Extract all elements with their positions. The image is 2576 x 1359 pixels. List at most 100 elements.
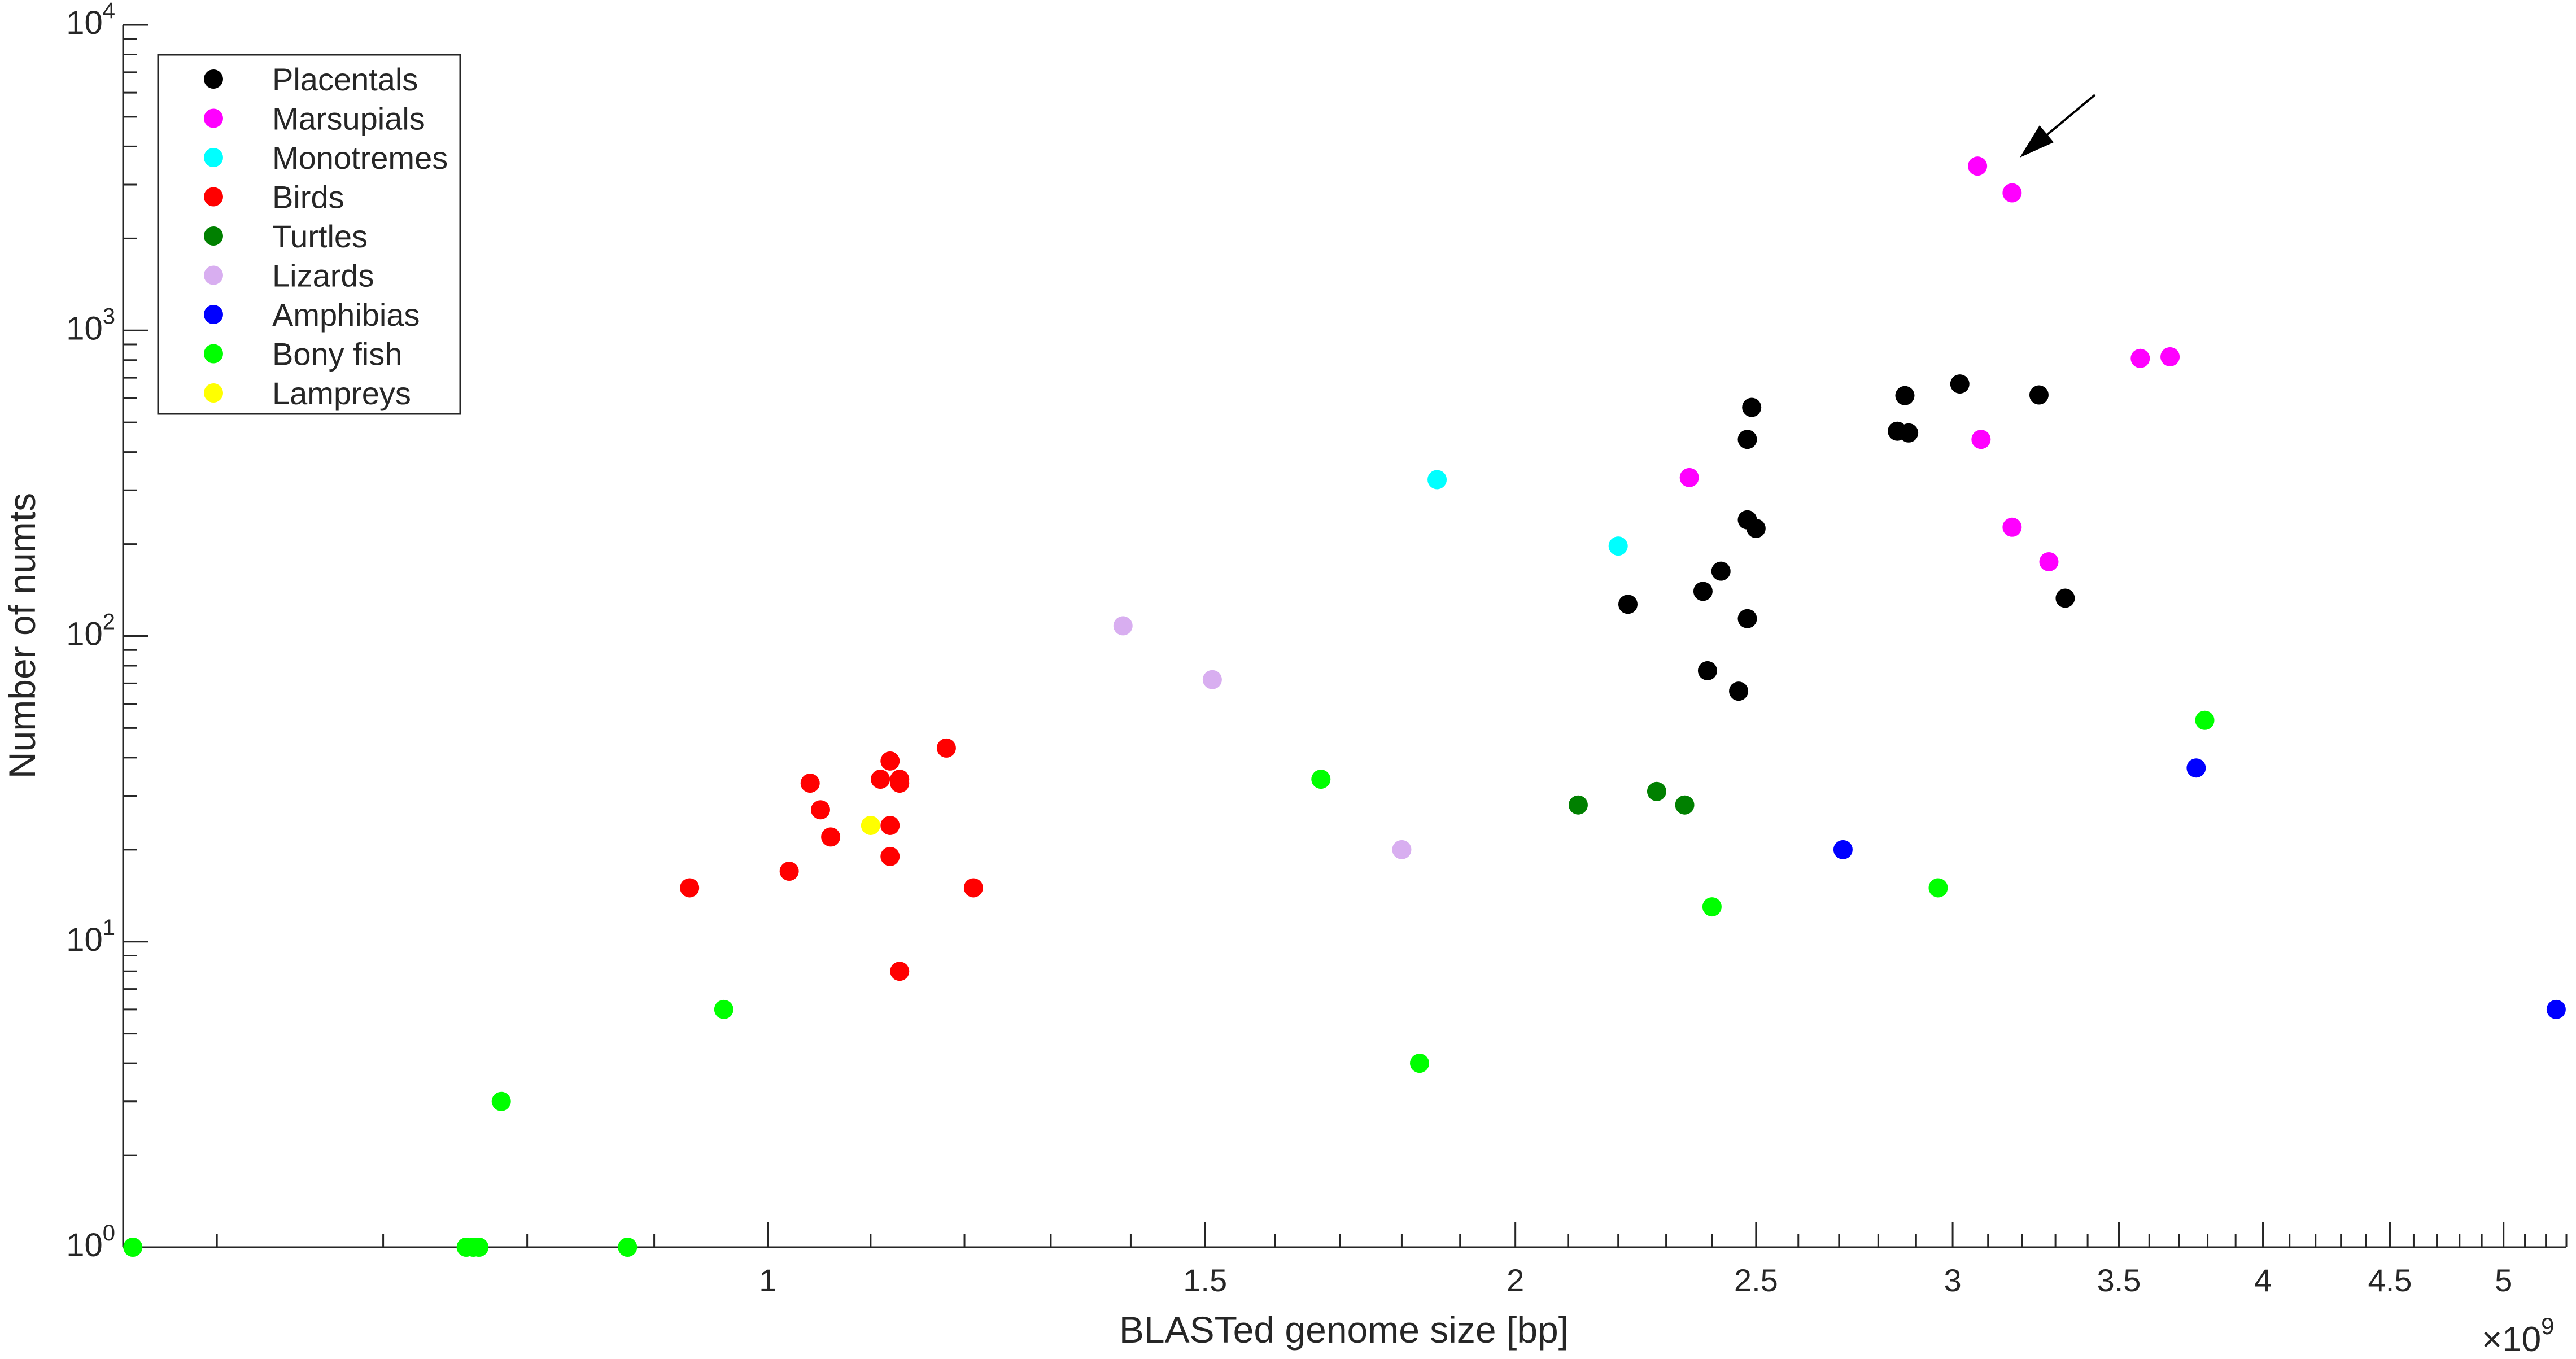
data-point <box>1693 582 1713 601</box>
legend-label: Lampreys <box>272 375 411 411</box>
legend-marker <box>204 226 223 246</box>
data-point <box>469 1238 489 1257</box>
data-point <box>1737 609 1757 628</box>
data-point <box>1410 1054 1430 1073</box>
series-group <box>861 815 880 835</box>
data-point <box>2039 552 2059 571</box>
data-point <box>890 774 910 793</box>
data-point <box>2195 710 2215 730</box>
axes <box>122 25 2566 1248</box>
data-point <box>1950 374 1970 394</box>
y-tick-exponent: 3 <box>103 304 115 329</box>
legend-marker <box>204 344 223 364</box>
data-point <box>1679 467 1699 487</box>
x-tick-label: 1 <box>759 1262 776 1298</box>
data-point <box>618 1238 638 1257</box>
data-point <box>1746 518 1766 538</box>
legend-marker <box>204 265 223 285</box>
legend-marker <box>204 69 223 89</box>
series-group <box>1833 758 2566 1019</box>
y-tick-exponent: 1 <box>103 915 115 940</box>
legend-marker <box>204 305 223 324</box>
data-point <box>1427 470 1447 490</box>
data-point <box>2055 588 2075 608</box>
x-tick-label: 5 <box>2495 1262 2512 1298</box>
y-tick-base: 10 <box>66 5 103 41</box>
data-point <box>123 1238 143 1257</box>
arrow-head <box>2020 125 2054 158</box>
legend-label: Marsupials <box>272 101 425 137</box>
data-point <box>963 878 983 898</box>
x-tick-labels: 1 1.5 2 2.5 3 3.5 4 4.5 5 <box>759 1262 2512 1298</box>
data-point <box>936 738 956 758</box>
data-point <box>491 1091 511 1111</box>
data-point <box>1618 595 1638 614</box>
legend-marker <box>204 108 223 128</box>
legend-label: Turtles <box>272 219 368 254</box>
x-axis-label: BLASTed genome size [bp] <box>1119 1309 1569 1351</box>
data-point <box>890 962 910 981</box>
y-tick-base: 10 <box>66 310 103 347</box>
data-point <box>2186 758 2206 778</box>
x-tick-label: 3.5 <box>2097 1262 2141 1298</box>
data-point <box>2130 348 2150 368</box>
data-point <box>880 846 900 866</box>
series-group <box>1427 470 1628 556</box>
data-point <box>1702 897 1722 917</box>
series-group <box>1113 616 1412 859</box>
y-tick-exponent: 2 <box>103 610 115 635</box>
data-point <box>880 815 900 835</box>
legend-label: Birds <box>272 180 344 215</box>
y-tick-label: 102 <box>66 610 115 653</box>
y-tick-base: 10 <box>66 616 103 653</box>
data-point <box>1971 430 1991 449</box>
x-exponent-power: 9 <box>2541 1313 2554 1339</box>
series-group <box>1679 156 2180 571</box>
data-point <box>1729 681 1749 701</box>
data-point <box>1608 536 1628 556</box>
data-point <box>1711 561 1731 581</box>
data-point <box>880 751 900 771</box>
series-group <box>123 710 2215 1257</box>
data-point <box>2002 517 2022 537</box>
x-tick-label: 1.5 <box>1183 1262 1227 1298</box>
y-tick-base: 10 <box>66 921 103 958</box>
data-point <box>811 800 831 820</box>
series-group <box>1568 781 1695 815</box>
data-point <box>1697 661 1717 680</box>
y-tick-label: 101 <box>66 915 115 958</box>
series-group <box>1618 374 2075 701</box>
arrow-annotation <box>2020 94 2096 158</box>
x-tick-label: 3 <box>1944 1262 1961 1298</box>
data-point <box>1202 670 1222 689</box>
data-point <box>680 878 700 898</box>
data-point <box>714 999 733 1019</box>
data-points <box>123 156 2566 1257</box>
x-tick-label: 2 <box>1507 1262 1524 1298</box>
x-tick-label: 2.5 <box>1734 1262 1778 1298</box>
data-point <box>1895 386 1915 405</box>
data-point <box>1392 840 1412 859</box>
y-tick-exponent: 4 <box>103 0 115 23</box>
y-tick-label: 103 <box>66 304 115 347</box>
legend-label: Bony fish <box>272 337 402 372</box>
data-point <box>2029 385 2049 405</box>
data-point <box>1675 795 1695 815</box>
data-point <box>821 827 841 847</box>
legend-marker <box>204 383 223 403</box>
legend-label: Lizards <box>272 258 374 294</box>
data-point <box>1568 795 1588 815</box>
y-ticks <box>123 24 148 1248</box>
x-tick-label: 4.5 <box>2368 1262 2412 1298</box>
legend-label: Amphibias <box>272 297 420 333</box>
data-point <box>871 770 890 789</box>
y-axis-label: Number of numts <box>1 493 43 779</box>
data-point <box>1928 878 1948 898</box>
series-group <box>680 738 983 981</box>
y-tick-exponent: 0 <box>103 1221 115 1246</box>
x-exponent-base: ×10 <box>2482 1320 2541 1359</box>
data-point <box>800 774 820 793</box>
